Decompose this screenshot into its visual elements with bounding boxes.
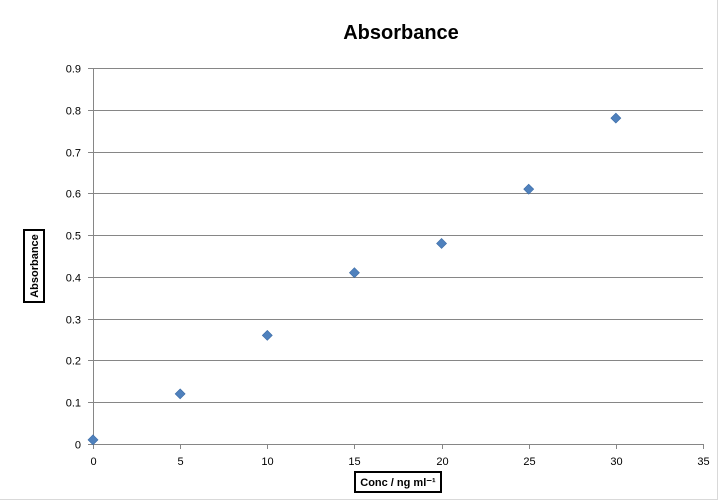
y-tick-label: 0 bbox=[75, 440, 81, 452]
y-tick-label: 0.6 bbox=[66, 189, 81, 201]
x-tick-label: 15 bbox=[348, 456, 360, 468]
axes bbox=[88, 68, 704, 449]
x-tick-label: 5 bbox=[177, 456, 183, 468]
gridlines bbox=[93, 68, 703, 403]
x-tick-label: 0 bbox=[90, 456, 96, 468]
y-tick-label: 0.2 bbox=[66, 356, 81, 368]
y-tick-labels: 0 0.1 0.2 0.3 0.4 0.5 0.6 0.7 0.8 0.9 bbox=[66, 64, 81, 452]
y-tick-label: 0.3 bbox=[66, 315, 81, 327]
data-point bbox=[523, 183, 535, 195]
y-axis-title-box bbox=[23, 229, 45, 303]
x-tick-label: 10 bbox=[261, 456, 273, 468]
x-axis-title-text: Conc / ng ml⁻¹ bbox=[360, 477, 436, 489]
x-tick-label: 35 bbox=[697, 456, 709, 468]
y-tick-label: 0.4 bbox=[66, 273, 81, 285]
y-axis-title: Absorbance bbox=[23, 229, 45, 303]
x-tick-labels: 0 5 10 15 20 25 30 35 bbox=[90, 456, 709, 468]
x-tick-label: 30 bbox=[610, 456, 622, 468]
y-tick-label: 0.5 bbox=[66, 231, 81, 243]
data-point bbox=[87, 434, 99, 446]
data-point bbox=[174, 388, 186, 400]
x-axis-title: Conc / ng ml⁻¹ bbox=[354, 471, 442, 493]
data-point bbox=[436, 238, 447, 249]
data-points bbox=[87, 112, 622, 446]
y-axis-title-text: Absorbance bbox=[29, 234, 41, 298]
chart-title: Absorbance bbox=[343, 22, 459, 44]
y-tick-label: 0.1 bbox=[66, 398, 81, 410]
x-axis-title-box bbox=[354, 471, 442, 493]
y-tick-label: 0.8 bbox=[66, 106, 81, 118]
data-point bbox=[610, 112, 622, 124]
data-point bbox=[261, 329, 273, 341]
x-tick-label: 20 bbox=[436, 456, 448, 468]
x-tick-label: 25 bbox=[523, 456, 535, 468]
y-tick-label: 0.7 bbox=[66, 148, 81, 160]
data-point bbox=[349, 267, 360, 279]
y-tick-label: 0.9 bbox=[66, 64, 81, 76]
